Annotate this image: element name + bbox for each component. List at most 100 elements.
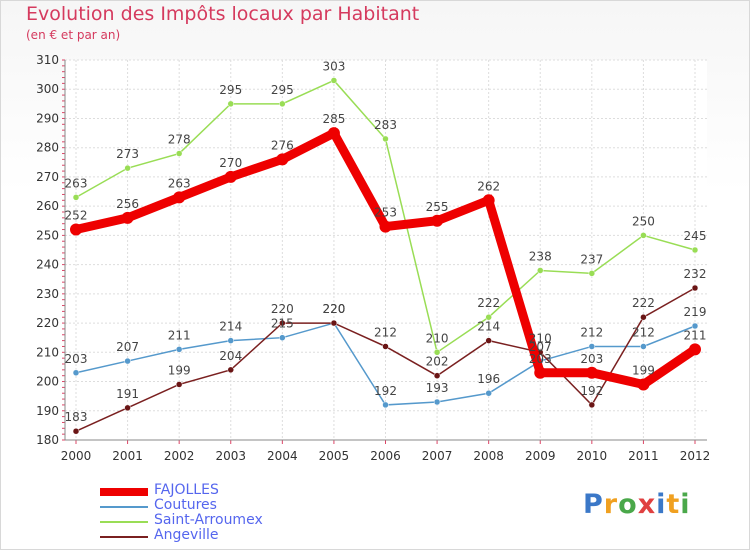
y-tick-label: 210 <box>36 345 59 359</box>
y-tick-label: 180 <box>36 433 59 447</box>
data-label-fajolles: 211 <box>684 328 707 342</box>
data-point-coutures <box>175 346 183 353</box>
data-label-fajolles: 203 <box>529 352 552 366</box>
x-tick-label: 2004 <box>267 449 298 463</box>
legend-swatch <box>100 506 148 508</box>
data-point-fajolles <box>431 214 444 227</box>
data-point-saint-arroumex <box>485 313 492 321</box>
data-label-coutures: 207 <box>116 340 139 354</box>
data-point-saint-arroumex <box>330 77 338 84</box>
data-label-angeville: 210 <box>529 331 552 345</box>
y-tick-label: 230 <box>36 287 59 301</box>
legend-label: Saint-Arroumex <box>154 512 263 528</box>
data-point-saint-arroumex <box>227 100 234 108</box>
logo-letter: i <box>656 489 667 520</box>
data-label-angeville: 191 <box>116 387 139 401</box>
data-point-fajolles <box>327 127 340 140</box>
data-label-saint-arroumex: 283 <box>374 118 397 132</box>
legend-label: FAJOLLES <box>154 482 219 498</box>
x-tick-label: 2008 <box>473 449 504 463</box>
data-label-angeville: 192 <box>580 384 603 398</box>
data-point-angeville <box>175 381 183 388</box>
data-point-saint-arroumex <box>588 270 596 277</box>
data-label-angeville: 232 <box>684 267 707 281</box>
data-point-saint-arroumex <box>175 150 183 157</box>
data-point-saint-arroumex <box>124 164 131 172</box>
data-point-fajolles <box>637 378 650 391</box>
data-label-angeville: 212 <box>374 325 397 339</box>
logo-letter: x <box>637 489 657 520</box>
x-tick-label: 2002 <box>164 449 195 463</box>
data-point-angeville <box>691 284 699 292</box>
data-label-angeville: 204 <box>219 349 242 363</box>
data-label-saint-arroumex: 238 <box>529 249 552 263</box>
y-tick-label: 310 <box>36 53 59 67</box>
data-point-fajolles <box>379 220 392 233</box>
y-tick-label: 190 <box>36 404 59 418</box>
data-label-fajolles: 255 <box>426 200 449 214</box>
x-tick-label: 2009 <box>525 449 556 463</box>
data-label-saint-arroumex: 237 <box>580 252 603 266</box>
data-point-coutures <box>433 398 441 406</box>
chart-title: Evolution des Impôts locaux par Habitant <box>26 3 420 25</box>
x-tick-label: 2003 <box>215 449 246 463</box>
data-label-saint-arroumex: 222 <box>477 296 500 310</box>
x-tick-label: 2011 <box>628 449 659 463</box>
x-tick-label: 2000 <box>61 449 92 463</box>
logo-letter: r <box>603 489 619 520</box>
data-label-coutures: 203 <box>65 352 88 366</box>
legend-swatch <box>100 521 148 523</box>
data-point-coutures <box>640 343 647 350</box>
data-label-fajolles: 262 <box>477 179 500 193</box>
data-point-fajolles <box>534 366 547 379</box>
data-point-angeville <box>640 313 647 321</box>
data-label-angeville: 202 <box>426 355 449 369</box>
x-tick-label: 2012 <box>680 449 711 463</box>
data-point-angeville <box>485 337 492 344</box>
data-point-coutures <box>588 343 596 350</box>
data-point-coutures <box>72 369 80 377</box>
data-point-coutures <box>227 337 234 344</box>
data-point-fajolles <box>224 170 237 183</box>
data-point-saint-arroumex <box>640 232 647 239</box>
data-label-fajolles: 252 <box>65 209 88 223</box>
x-tick-label: 2010 <box>577 449 608 463</box>
data-point-angeville <box>382 343 389 350</box>
data-label-fajolles: 203 <box>580 352 603 366</box>
data-point-coutures <box>485 389 492 397</box>
data-label-coutures: 220 <box>322 302 345 316</box>
data-point-angeville <box>588 401 596 409</box>
data-label-angeville: 199 <box>168 363 191 377</box>
data-point-fajolles <box>689 343 701 356</box>
chart-subtitle: (en € et par an) <box>26 28 121 42</box>
logo-letter: t <box>666 489 681 520</box>
y-tick-label: 240 <box>36 258 59 272</box>
x-tick-label: 2005 <box>319 449 350 463</box>
y-tick-label: 260 <box>36 199 59 213</box>
y-tick-label: 250 <box>36 228 59 242</box>
data-point-saint-arroumex <box>382 135 389 143</box>
data-label-saint-arroumex: 295 <box>271 83 294 97</box>
data-point-fajolles <box>482 194 495 207</box>
data-label-saint-arroumex: 273 <box>116 147 139 161</box>
data-label-coutures: 214 <box>219 320 242 334</box>
data-point-saint-arroumex <box>72 194 80 201</box>
data-label-coutures: 219 <box>684 305 707 319</box>
data-label-saint-arroumex: 250 <box>632 214 655 228</box>
data-label-fajolles: 256 <box>116 197 139 211</box>
data-label-fajolles: 263 <box>168 176 191 190</box>
proxiti-logo: Proxiti <box>583 489 691 520</box>
x-tick-label: 2007 <box>422 449 453 463</box>
data-point-angeville <box>72 427 80 435</box>
data-label-angeville: 214 <box>477 320 500 334</box>
data-point-fajolles <box>173 191 186 204</box>
data-point-saint-arroumex <box>279 100 286 108</box>
y-tick-label: 270 <box>36 170 59 184</box>
data-point-angeville <box>279 319 286 327</box>
logo-letter: i <box>680 489 691 520</box>
y-tick-label: 300 <box>36 82 59 96</box>
y-tick-label: 200 <box>36 375 59 389</box>
data-point-coutures <box>124 357 131 365</box>
data-label-coutures: 212 <box>580 325 603 339</box>
x-tick-label: 2006 <box>370 449 401 463</box>
